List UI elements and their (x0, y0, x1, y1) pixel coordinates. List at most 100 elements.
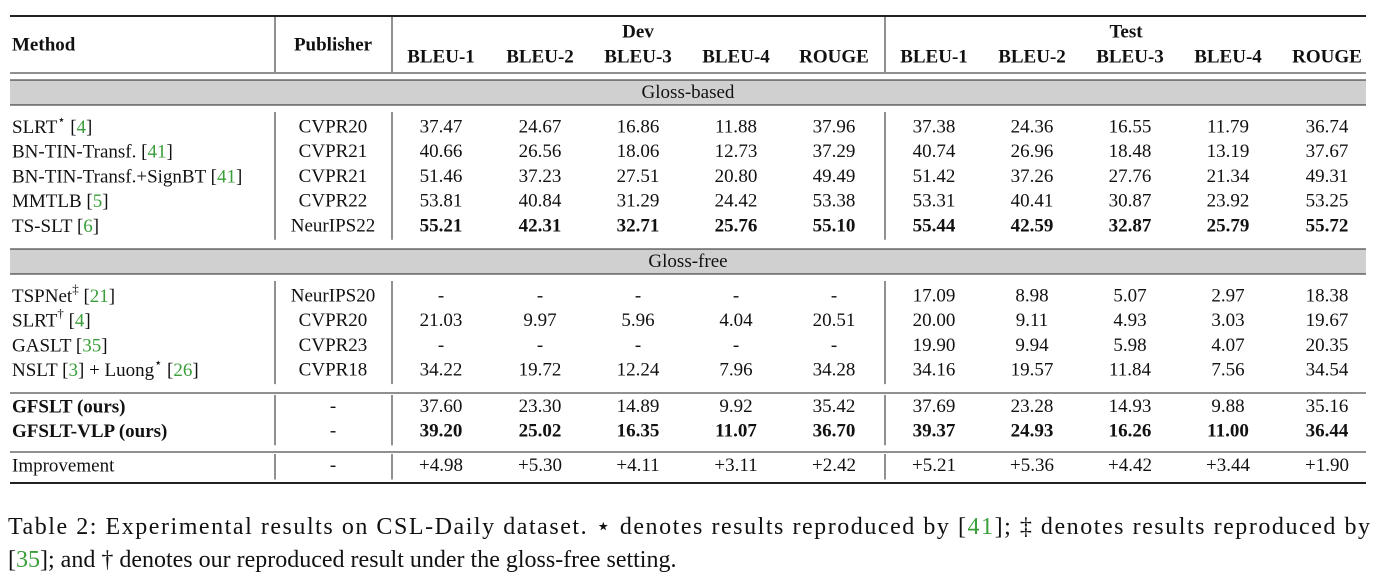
citation: 41 (967, 514, 993, 540)
value-cell: 24.42 (715, 191, 758, 212)
superscript: ⋆ (57, 112, 65, 127)
value-cell: 39.37 (913, 421, 956, 442)
value-cell: 8.98 (1015, 286, 1048, 307)
value-cell: - (537, 286, 543, 307)
value-cell: 31.29 (617, 191, 660, 212)
text-segment: [ (8, 547, 16, 573)
value-cell: - (438, 335, 444, 356)
method-cell: SLRT⋆ [4] (12, 112, 92, 138)
method-cell: TSPNet‡ [21] (12, 281, 115, 307)
caption-line: [35]; and † denotes our reproduced resul… (8, 547, 676, 573)
value-cell: 37.47 (420, 117, 463, 138)
method-cell: BN-TIN-Transf.+SignBT [41] (12, 166, 242, 187)
value-cell: 20.35 (1306, 335, 1349, 356)
value-cell: 37.60 (420, 396, 463, 417)
value-cell: +1.90 (1305, 455, 1349, 476)
text-segment: Table 2: Experimental results on CSL-Dai… (8, 514, 966, 540)
value-cell: 53.81 (420, 191, 463, 212)
publisher-cell: CVPR21 (299, 166, 368, 187)
publisher-cell: CVPR20 (299, 310, 368, 331)
value-cell: 5.07 (1113, 286, 1146, 307)
value-cell: 40.66 (420, 141, 463, 162)
value-cell: 23.92 (1207, 191, 1250, 212)
value-cell: 36.44 (1306, 421, 1349, 442)
value-cell: 9.94 (1015, 335, 1049, 356)
section-band (10, 249, 1366, 274)
text-segment: ] (93, 215, 99, 236)
method-cell: MMTLB [5] (12, 191, 109, 212)
value-cell: 24.93 (1011, 421, 1054, 442)
value-cell: 4.93 (1113, 310, 1146, 331)
text-segment: ] (86, 117, 92, 138)
value-cell: +3.44 (1206, 455, 1250, 476)
text-segment: ] (102, 191, 108, 212)
value-cell: 37.29 (813, 141, 856, 162)
metric-header: BLEU-1 (900, 47, 968, 68)
value-cell: +5.21 (912, 455, 956, 476)
value-cell: +4.98 (419, 455, 463, 476)
text-segment: [ (162, 360, 173, 381)
value-cell: 21.34 (1207, 166, 1250, 187)
value-cell: 30.87 (1109, 191, 1152, 212)
value-cell: 18.06 (617, 141, 660, 162)
metric-header: BLEU-4 (1194, 47, 1262, 68)
value-cell: 55.72 (1306, 215, 1349, 236)
citation: 3 (69, 360, 79, 381)
text-segment: BN-TIN-Transf. [ (12, 141, 147, 162)
text-segment: ]; ‡ denotes results reproduced by (995, 514, 1370, 540)
value-cell: 40.41 (1011, 191, 1054, 212)
value-cell: +5.36 (1010, 455, 1054, 476)
publisher-cell: CVPR18 (299, 360, 368, 381)
value-cell: 16.55 (1109, 117, 1152, 138)
value-cell: 16.86 (617, 117, 660, 138)
citation: 26 (173, 360, 192, 381)
citation: 35 (16, 547, 40, 573)
value-cell: 24.67 (519, 117, 562, 138)
value-cell: - (438, 286, 444, 307)
value-cell: 40.74 (913, 141, 956, 162)
citation: 35 (82, 335, 101, 356)
value-cell: +5.30 (518, 455, 562, 476)
text-segment: SLRT (12, 310, 58, 331)
value-cell: 11.00 (1207, 421, 1249, 442)
value-cell: 2.97 (1211, 286, 1244, 307)
method-cell: GFSLT (ours) (12, 396, 126, 417)
value-cell: 40.84 (519, 191, 562, 212)
value-cell: 37.69 (913, 396, 956, 417)
citation: 41 (147, 141, 166, 162)
publisher-cell: - (330, 396, 336, 417)
value-cell: 53.31 (913, 191, 956, 212)
text-segment: ] (109, 286, 115, 307)
value-cell: 4.04 (719, 310, 753, 331)
value-cell: 27.76 (1109, 166, 1152, 187)
text-segment: GASLT [ (12, 335, 82, 356)
value-cell: 32.87 (1109, 215, 1152, 236)
text-segment: Improvement (12, 455, 115, 476)
text-segment: [ (65, 117, 76, 138)
value-cell: +3.11 (714, 455, 757, 476)
text-segment: SLRT (12, 117, 58, 138)
publisher-cell: CVPR22 (299, 191, 368, 212)
text-segment: ] + Luong (78, 360, 155, 381)
value-cell: 55.21 (420, 215, 463, 236)
value-cell: 7.56 (1211, 360, 1244, 381)
metric-header: ROUGE (799, 47, 869, 68)
value-cell: 25.76 (715, 215, 758, 236)
value-cell: 42.59 (1011, 215, 1054, 236)
text-segment: NSLT [ (12, 360, 69, 381)
publisher-header: Publisher (294, 35, 373, 56)
method-cell: BN-TIN-Transf. [41] (12, 141, 173, 162)
value-cell: 5.96 (621, 310, 654, 331)
value-cell: 49.31 (1306, 166, 1349, 187)
value-cell: 16.35 (617, 421, 660, 442)
method-cell: GASLT [35] (12, 335, 108, 356)
value-cell: 18.38 (1306, 286, 1349, 307)
value-cell: - (733, 335, 739, 356)
value-cell: 9.97 (523, 310, 556, 331)
value-cell: 26.96 (1011, 141, 1054, 162)
value-cell: 11.07 (715, 421, 757, 442)
publisher-cell: - (330, 421, 336, 442)
value-cell: - (831, 335, 837, 356)
publisher-cell: NeurIPS20 (291, 286, 375, 307)
value-cell: 42.31 (519, 215, 562, 236)
